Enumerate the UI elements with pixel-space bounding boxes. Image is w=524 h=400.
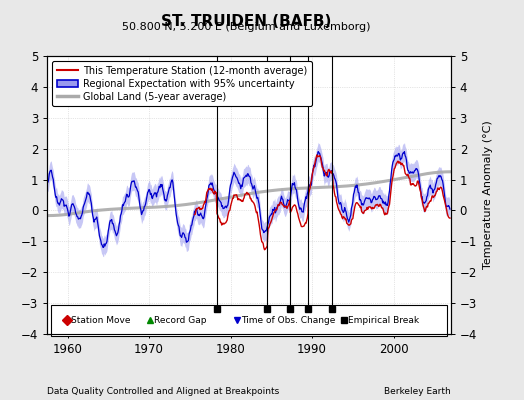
Text: Record Gap: Record Gap xyxy=(154,316,206,325)
Text: Station Move: Station Move xyxy=(71,316,130,325)
Bar xyxy=(51,305,446,336)
Legend: This Temperature Station (12-month average), Regional Expectation with 95% uncer: This Temperature Station (12-month avera… xyxy=(52,61,312,106)
Text: Time of Obs. Change: Time of Obs. Change xyxy=(241,316,335,325)
Text: ST. TRUIDEN (BAFB): ST. TRUIDEN (BAFB) xyxy=(161,14,332,29)
Text: 50.800 N, 5.200 E (Belgium and Luxemborg): 50.800 N, 5.200 E (Belgium and Luxemborg… xyxy=(122,22,370,32)
Y-axis label: Temperature Anomaly (°C): Temperature Anomaly (°C) xyxy=(483,121,493,269)
Text: Berkeley Earth: Berkeley Earth xyxy=(384,387,451,396)
Text: Empirical Break: Empirical Break xyxy=(348,316,419,325)
Text: Data Quality Controlled and Aligned at Breakpoints: Data Quality Controlled and Aligned at B… xyxy=(47,387,279,396)
